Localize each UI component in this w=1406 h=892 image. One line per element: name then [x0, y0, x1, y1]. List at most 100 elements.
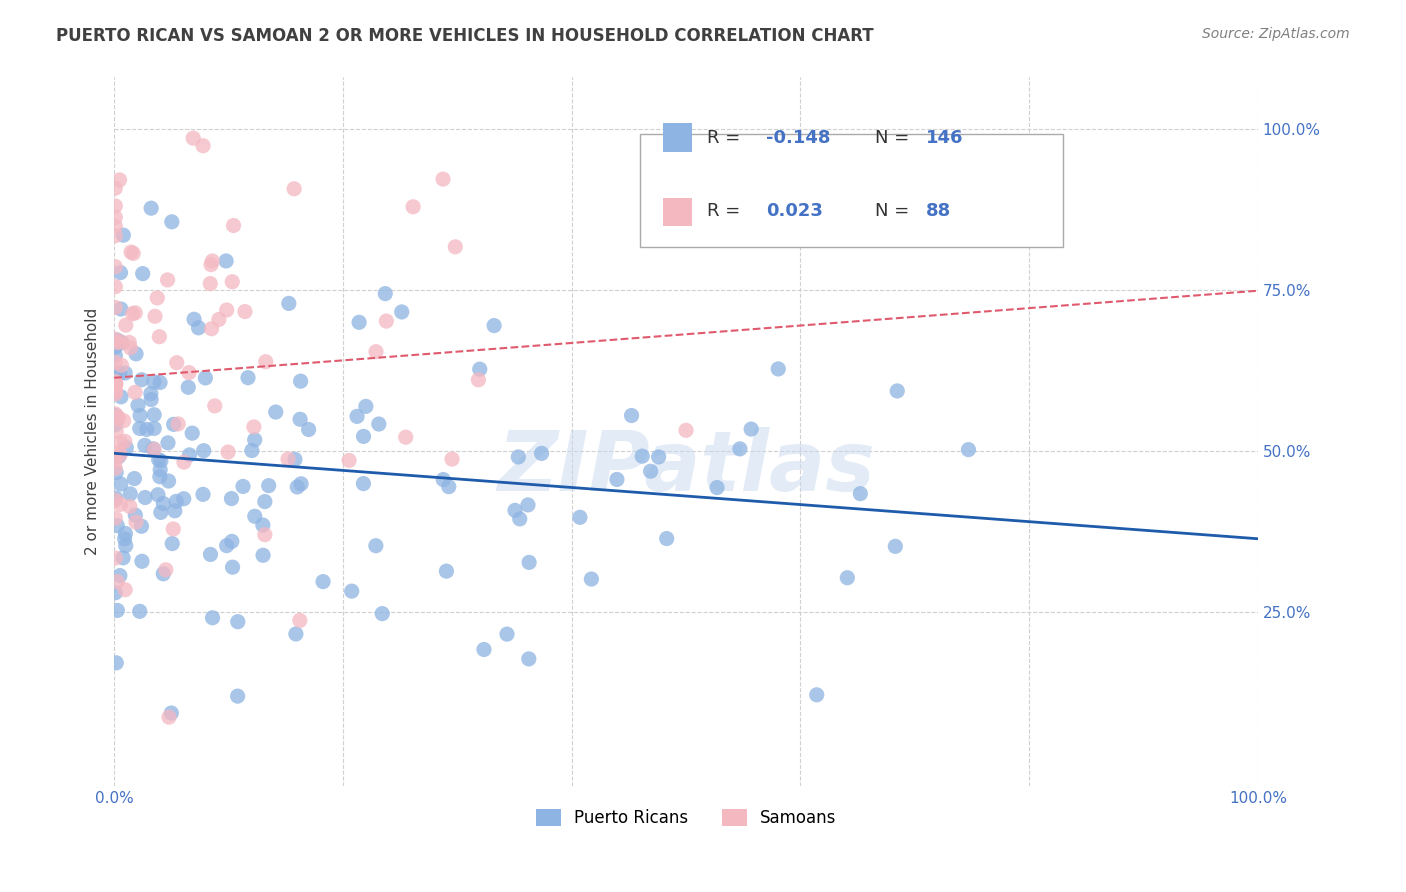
Samoans — [157, 710, 180, 724]
Samoans — [444, 240, 467, 254]
Samoans — [114, 318, 136, 332]
Y-axis label: 2 or more Vehicles in Household: 2 or more Vehicles in Household — [86, 308, 100, 555]
Puerto Ricans — [179, 448, 201, 462]
Puerto Ricans — [139, 386, 162, 401]
Samoans — [124, 306, 146, 320]
Puerto Ricans — [163, 417, 186, 432]
Samoans — [108, 173, 131, 187]
Samoans — [104, 219, 127, 234]
Puerto Ricans — [581, 572, 603, 586]
Puerto Ricans — [352, 476, 374, 491]
Puerto Ricans — [160, 536, 183, 550]
Puerto Ricans — [110, 266, 132, 280]
Samoans — [215, 303, 238, 318]
Samoans — [222, 219, 245, 233]
Puerto Ricans — [277, 296, 299, 310]
Puerto Ricans — [354, 400, 377, 414]
Text: PUERTO RICAN VS SAMOAN 2 OR MORE VEHICLES IN HOUSEHOLD CORRELATION CHART: PUERTO RICAN VS SAMOAN 2 OR MORE VEHICLE… — [56, 27, 875, 45]
Samoans — [104, 384, 127, 399]
Samoans — [104, 511, 127, 525]
Puerto Ricans — [517, 652, 540, 666]
Samoans — [162, 522, 184, 536]
Samoans — [277, 452, 299, 467]
Puerto Ricans — [160, 706, 183, 720]
Puerto Ricans — [290, 476, 312, 491]
Puerto Ricans — [886, 384, 908, 398]
Puerto Ricans — [143, 421, 166, 435]
Puerto Ricans — [165, 494, 187, 508]
Samoans — [148, 329, 170, 343]
Puerto Ricans — [221, 534, 243, 549]
Samoans — [110, 497, 132, 511]
Puerto Ricans — [312, 574, 335, 589]
Puerto Ricans — [104, 340, 127, 354]
Puerto Ricans — [517, 498, 540, 512]
Samoans — [200, 277, 222, 291]
Samoans — [124, 385, 146, 400]
Samoans — [104, 378, 127, 392]
Puerto Ricans — [434, 564, 457, 578]
Puerto Ricans — [110, 301, 132, 316]
Puerto Ricans — [706, 481, 728, 495]
Puerto Ricans — [290, 374, 312, 388]
Text: 146: 146 — [927, 128, 963, 146]
Puerto Ricans — [148, 452, 170, 467]
Puerto Ricans — [107, 450, 129, 464]
Puerto Ricans — [285, 480, 308, 494]
Puerto Ricans — [149, 376, 172, 390]
Samoans — [110, 334, 132, 349]
Puerto Ricans — [134, 491, 156, 505]
Puerto Ricans — [131, 519, 153, 533]
Puerto Ricans — [215, 539, 238, 553]
Puerto Ricans — [191, 487, 214, 501]
Puerto Ricans — [437, 480, 460, 494]
Samoans — [120, 245, 142, 260]
Puerto Ricans — [284, 627, 307, 641]
Puerto Ricans — [131, 373, 153, 387]
Puerto Ricans — [243, 433, 266, 447]
Puerto Ricans — [221, 491, 243, 506]
Puerto Ricans — [768, 362, 790, 376]
Puerto Ricans — [173, 491, 195, 506]
Samoans — [122, 246, 145, 260]
Puerto Ricans — [226, 689, 249, 703]
Puerto Ricans — [232, 479, 254, 493]
Samoans — [104, 384, 127, 399]
Puerto Ricans — [252, 549, 274, 563]
Samoans — [104, 355, 127, 369]
Samoans — [104, 332, 127, 346]
Puerto Ricans — [236, 370, 259, 384]
Puerto Ricans — [503, 503, 526, 517]
Samoans — [118, 335, 141, 350]
Samoans — [143, 310, 166, 324]
Puerto Ricans — [957, 442, 980, 457]
Samoans — [467, 373, 489, 387]
FancyBboxPatch shape — [640, 134, 1063, 247]
Text: R =: R = — [707, 202, 745, 219]
Puerto Ricans — [131, 267, 153, 281]
Text: -0.148: -0.148 — [766, 128, 831, 146]
Puerto Ricans — [364, 539, 387, 553]
Samoans — [217, 445, 239, 459]
Puerto Ricans — [114, 366, 136, 380]
Legend: Puerto Ricans, Samoans: Puerto Ricans, Samoans — [529, 803, 844, 834]
Samoans — [375, 314, 398, 328]
Puerto Ricans — [146, 488, 169, 502]
Samoans — [104, 551, 127, 566]
Puerto Ricans — [163, 504, 186, 518]
Samoans — [110, 447, 132, 461]
Samoans — [177, 366, 200, 380]
Samoans — [432, 172, 454, 186]
Samoans — [120, 341, 142, 355]
Puerto Ricans — [104, 348, 127, 362]
Samoans — [104, 407, 127, 421]
Samoans — [104, 375, 127, 389]
Text: 88: 88 — [927, 202, 952, 219]
Samoans — [283, 182, 305, 196]
Puerto Ricans — [183, 312, 205, 326]
Samoans — [107, 445, 129, 459]
Text: Source: ZipAtlas.com: Source: ZipAtlas.com — [1202, 27, 1350, 41]
Puerto Ricans — [125, 347, 148, 361]
Puerto Ricans — [105, 518, 128, 533]
Samoans — [288, 614, 311, 628]
